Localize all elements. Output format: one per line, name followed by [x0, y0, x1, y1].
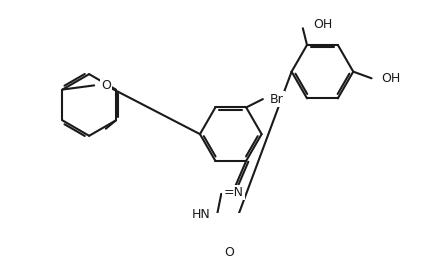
Text: =N: =N: [224, 186, 244, 199]
Text: OH: OH: [382, 72, 401, 85]
Text: HN: HN: [191, 208, 211, 221]
Text: O: O: [101, 79, 111, 92]
Text: Br: Br: [269, 93, 283, 106]
Text: OH: OH: [313, 18, 332, 31]
Text: O: O: [225, 246, 235, 256]
